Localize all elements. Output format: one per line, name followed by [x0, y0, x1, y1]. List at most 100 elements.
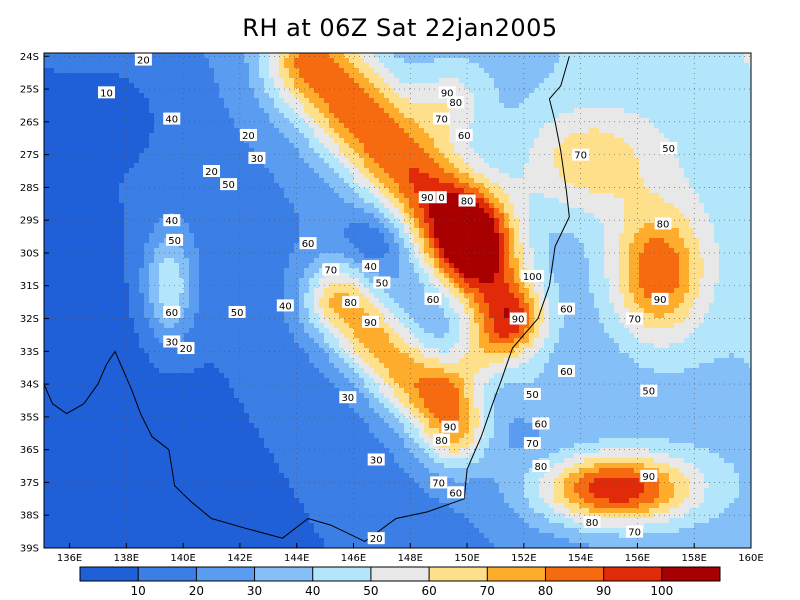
field-cell	[464, 113, 470, 119]
field-cell	[469, 163, 475, 169]
field-cell	[399, 158, 405, 164]
field-cell	[684, 108, 690, 114]
field-cell	[44, 153, 50, 159]
field-cell	[189, 148, 195, 154]
field-cell	[289, 163, 295, 169]
field-cell	[694, 78, 700, 84]
field-cell	[554, 153, 560, 159]
field-cell	[439, 133, 445, 139]
field-cell	[59, 138, 65, 144]
field-cell	[79, 118, 85, 124]
field-cell	[694, 158, 700, 164]
field-cell	[499, 63, 505, 69]
field-cell	[174, 168, 180, 174]
field-cell	[229, 123, 235, 129]
field-cell	[599, 173, 605, 179]
field-cell	[449, 83, 455, 89]
field-cell	[49, 53, 55, 59]
field-cell	[579, 98, 585, 104]
field-cell	[84, 228, 90, 234]
field-cell	[544, 188, 550, 194]
field-cell	[169, 88, 175, 94]
field-cell	[244, 53, 250, 59]
field-cell	[154, 83, 160, 89]
field-cell	[294, 133, 300, 139]
field-cell	[339, 68, 345, 74]
field-cell	[639, 128, 645, 134]
field-cell	[284, 113, 290, 119]
field-cell	[249, 123, 255, 129]
field-cell	[314, 178, 320, 184]
field-cell	[554, 68, 560, 74]
field-cell	[79, 218, 85, 224]
field-cell	[249, 68, 255, 74]
field-cell	[264, 168, 270, 174]
field-cell	[269, 188, 275, 194]
field-cell	[149, 78, 155, 84]
field-cell	[394, 63, 400, 69]
field-cell	[434, 208, 440, 214]
field-cell	[699, 188, 705, 194]
field-cell	[114, 213, 120, 219]
field-cell	[469, 53, 475, 59]
field-cell	[589, 143, 595, 149]
field-cell	[429, 58, 435, 64]
field-cell	[529, 223, 535, 229]
field-cell	[369, 78, 375, 84]
field-cell	[209, 143, 215, 149]
field-cell	[539, 143, 545, 149]
field-cell	[664, 83, 670, 89]
field-cell	[424, 58, 430, 64]
field-cell	[489, 113, 495, 119]
field-cell	[309, 123, 315, 129]
field-cell	[549, 58, 555, 64]
field-cell	[124, 163, 130, 169]
field-cell	[599, 63, 605, 69]
field-cell	[69, 78, 75, 84]
field-cell	[304, 123, 310, 129]
field-cell	[404, 113, 410, 119]
field-cell	[414, 58, 420, 64]
field-cell	[654, 118, 660, 124]
field-cell	[79, 148, 85, 154]
field-cell	[179, 148, 185, 154]
field-cell	[519, 183, 525, 189]
field-cell	[674, 188, 680, 194]
field-cell	[74, 123, 80, 129]
field-cell	[284, 78, 290, 84]
field-cell	[239, 168, 245, 174]
field-cell	[294, 53, 300, 59]
field-cell	[94, 208, 100, 214]
field-cell	[129, 83, 135, 89]
field-cell	[119, 93, 125, 99]
field-cell	[734, 193, 740, 199]
field-cell	[89, 73, 95, 79]
field-cell	[364, 68, 370, 74]
field-cell	[549, 63, 555, 69]
field-cell	[744, 193, 750, 199]
field-cell	[64, 228, 70, 234]
field-cell	[284, 153, 290, 159]
field-cell	[599, 213, 605, 219]
field-cell	[209, 88, 215, 94]
field-cell	[564, 208, 570, 214]
field-cell	[114, 198, 120, 204]
field-cell	[149, 148, 155, 154]
field-cell	[339, 183, 345, 189]
field-cell	[224, 118, 230, 124]
field-cell	[719, 208, 725, 214]
field-cell	[589, 118, 595, 124]
field-cell	[409, 78, 415, 84]
field-cell	[604, 123, 610, 129]
field-cell	[479, 88, 485, 94]
field-cell	[739, 153, 745, 159]
field-cell	[714, 143, 720, 149]
field-cell	[84, 173, 90, 179]
field-cell	[599, 58, 605, 64]
field-cell	[394, 213, 400, 219]
field-cell	[499, 123, 505, 129]
field-cell	[749, 83, 751, 89]
field-cell	[349, 63, 355, 69]
field-cell	[349, 153, 355, 159]
field-cell	[679, 128, 685, 134]
